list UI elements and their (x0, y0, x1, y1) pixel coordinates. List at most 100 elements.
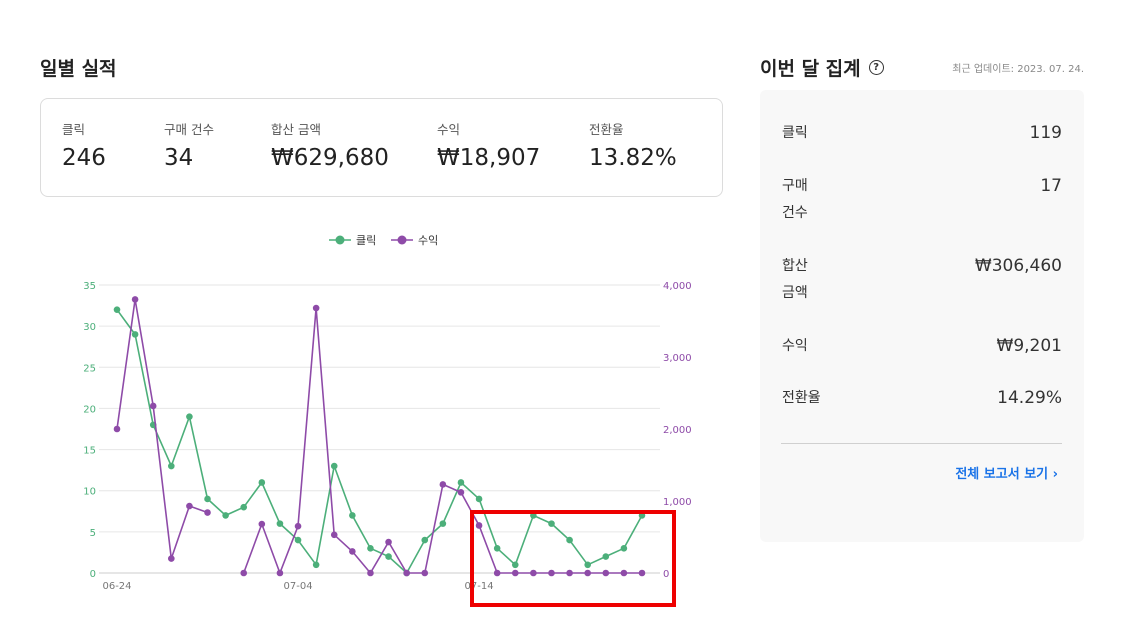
data-point (131, 296, 139, 303)
data-point (204, 495, 211, 503)
data-point (457, 489, 465, 496)
monthly-label: 합산 금액 (782, 258, 808, 301)
monthly-summary-title: 이번 달 집계 ? (760, 54, 884, 81)
data-point (349, 548, 356, 555)
data-point (620, 545, 628, 552)
data-point (367, 569, 374, 577)
help-icon[interactable]: ? (868, 60, 884, 75)
stat-value: ₩629,680 (271, 145, 389, 171)
monthly-summary-card: 클릭 119 구매 건수 17 합산 금액 ₩306,460 수익 ₩9,201… (760, 90, 1084, 542)
y-left-tick-label: 0 (90, 569, 96, 580)
data-point (258, 479, 266, 486)
monthly-value: 119 (1029, 123, 1062, 143)
data-point (186, 502, 193, 510)
stat-value: 34 (164, 145, 194, 171)
data-point (602, 569, 610, 577)
stat-value: ₩18,907 (437, 145, 541, 171)
data-point (113, 425, 121, 433)
monthly-label: 전환율 (782, 390, 821, 406)
data-point (493, 569, 501, 577)
full-report-link[interactable]: 전체 보고서 보기 › (955, 467, 1058, 482)
data-point (511, 569, 519, 577)
data-point (566, 536, 573, 544)
data-point (385, 553, 392, 560)
highlight-annotation (470, 510, 676, 607)
monthly-value: 14.29% (997, 388, 1062, 408)
stat-label: 합산 금액 (271, 122, 321, 137)
y-right-tick-label: 2,000 (663, 425, 692, 436)
data-point (240, 569, 248, 577)
data-point (330, 462, 338, 470)
data-point (240, 503, 248, 511)
data-point (149, 402, 157, 410)
y-right-tick-label: 4,000 (663, 281, 692, 292)
monthly-value: ₩9,201 (996, 336, 1062, 356)
monthly-label: 수익 (782, 338, 808, 354)
data-point (312, 561, 320, 569)
y-right-tick-label: 1,000 (663, 497, 692, 508)
data-point (602, 553, 610, 560)
data-point (584, 561, 591, 569)
stat-label: 전환율 (589, 122, 624, 137)
y-left-tick-label: 35 (83, 281, 96, 292)
data-point (511, 561, 519, 569)
data-point (475, 495, 483, 503)
y-left-tick-label: 20 (83, 404, 96, 415)
data-point (385, 538, 392, 546)
y-left-tick-label: 10 (83, 487, 96, 498)
y-left-tick-label: 25 (83, 363, 96, 374)
legend-label: 수익 (418, 234, 438, 247)
data-point (222, 512, 229, 519)
data-point (566, 569, 573, 577)
data-point (638, 569, 646, 577)
stat-value: 13.82% (589, 145, 677, 171)
data-point (548, 569, 555, 577)
data-point (620, 569, 628, 577)
data-point (439, 520, 447, 527)
monthly-title-text: 이번 달 집계 (760, 58, 861, 80)
data-point (312, 304, 320, 312)
data-point (186, 413, 193, 420)
stat-label: 클릭 (62, 122, 86, 137)
data-point (276, 520, 284, 527)
last-updated: 최근 업데이트: 2023. 07. 24. (952, 64, 1084, 75)
data-point (584, 569, 591, 577)
data-point (330, 531, 338, 539)
x-tick-label: 07-04 (284, 581, 313, 592)
divider (781, 443, 1062, 444)
x-tick-label: 07-14 (465, 581, 494, 592)
data-point (294, 522, 302, 530)
stat-label: 수익 (437, 122, 461, 137)
monthly-value: ₩306,460 (974, 256, 1062, 276)
data-point (168, 555, 175, 562)
daily-line-chart: 0 5 10 15 20 25 30 35 0 1,000 2,000 3,000 4,000 06-24… (83, 234, 692, 592)
legend-marker (335, 235, 345, 245)
legend-label: 클릭 (356, 234, 376, 247)
data-point (131, 331, 139, 338)
y-left-tick-label: 5 (90, 528, 96, 539)
data-point (204, 509, 211, 516)
data-point (421, 536, 429, 544)
data-point (475, 522, 483, 529)
data-point (530, 569, 537, 577)
data-point (439, 481, 447, 488)
data-point (294, 536, 302, 544)
data-point (367, 545, 374, 552)
data-point (548, 520, 555, 527)
daily-performance-title: 일별 실적 (40, 58, 117, 80)
data-point (457, 479, 465, 486)
y-left-tick-label: 15 (83, 446, 96, 457)
series-line (116, 309, 643, 575)
data-point (403, 569, 410, 577)
daily-chart: 0 5 10 15 20 25 30 35 0 1,000 2,000 3,000 4,000 06-24… (70, 222, 710, 612)
legend-marker (397, 235, 407, 245)
data-point (113, 306, 121, 313)
y-left-tick-label: 30 (83, 322, 96, 333)
data-point (421, 569, 429, 577)
stat-value: 246 (62, 145, 106, 171)
monthly-label: 클릭 (782, 125, 808, 141)
data-point (168, 462, 175, 470)
y-right-tick-label: 0 (663, 569, 669, 580)
stat-label: 구매 건수 (164, 122, 214, 137)
y-right-tick-label: 3,000 (663, 353, 692, 364)
